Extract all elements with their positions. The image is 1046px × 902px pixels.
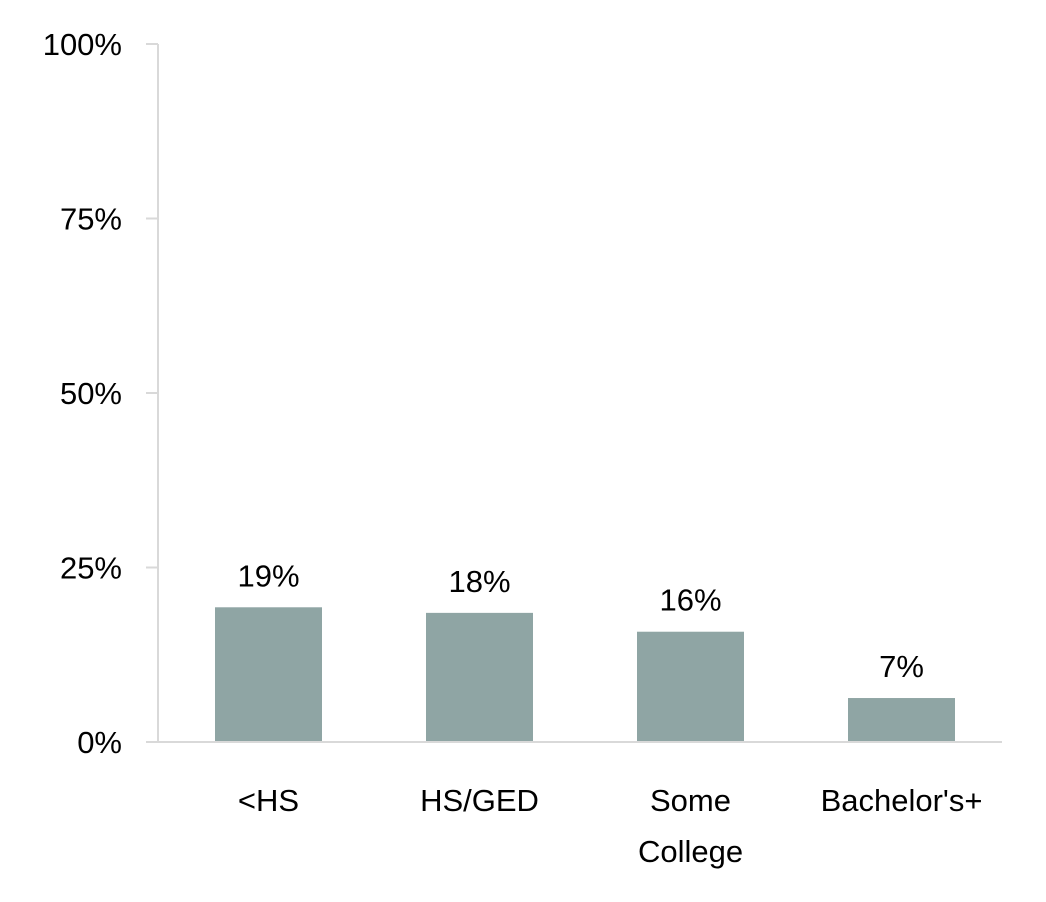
x-tick-label: <HS [238,783,299,818]
x-tick-label: College [638,834,743,869]
y-tick-label: 25% [60,551,122,586]
x-tick-label: Bachelor's+ [821,783,983,818]
y-tick-label: 100% [43,27,122,62]
data-label: 18% [448,564,510,599]
y-tick-label: 50% [60,376,122,411]
bar [215,607,322,742]
bar [848,698,955,742]
x-tick-label: HS/GED [420,783,539,818]
y-tick-label: 0% [77,725,122,760]
data-label: 16% [659,583,721,618]
bar [637,631,744,742]
data-label: 7% [879,649,924,684]
x-axis: <HS HS/GED Some College Bachelor's+ [146,741,1002,869]
y-tick-label: 75% [60,202,122,237]
bars [215,607,955,742]
y-axis: 0% 25% 50% 75% 100% [43,27,159,760]
bar [426,612,533,742]
data-labels: 19% 18% 16% 7% [237,558,923,684]
data-label: 19% [237,558,299,593]
x-tick-label: Some [650,783,731,818]
